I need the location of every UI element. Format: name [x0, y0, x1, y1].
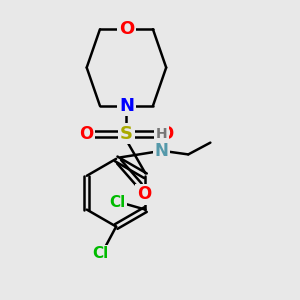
Text: N: N	[119, 97, 134, 115]
Text: O: O	[159, 125, 173, 143]
Text: S: S	[120, 125, 133, 143]
Text: O: O	[137, 185, 151, 203]
Text: H: H	[156, 127, 168, 141]
Text: Cl: Cl	[92, 246, 108, 261]
Text: Cl: Cl	[110, 195, 126, 210]
Text: O: O	[119, 20, 134, 38]
Text: O: O	[80, 125, 94, 143]
Text: N: N	[155, 142, 169, 160]
